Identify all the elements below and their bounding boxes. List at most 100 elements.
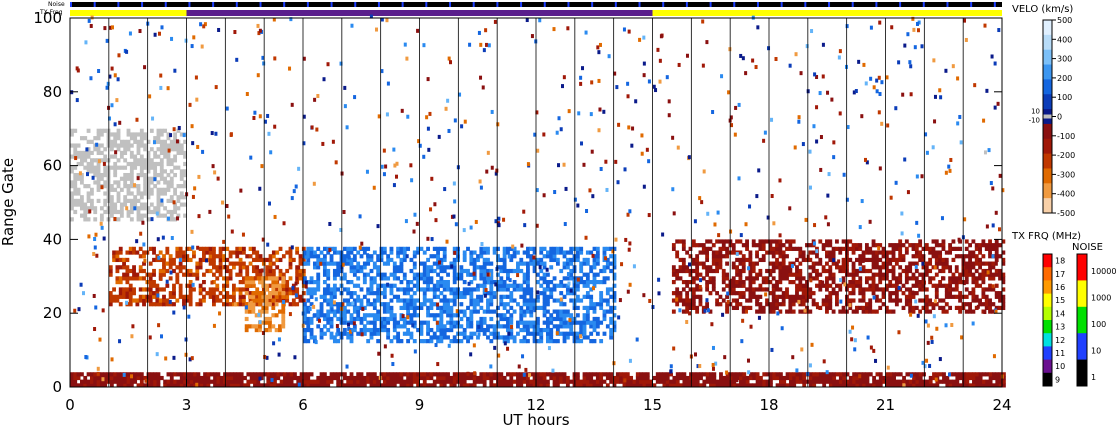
velocity-cell	[948, 383, 953, 388]
velocity-cell	[685, 291, 690, 296]
velocity-cell	[168, 276, 173, 281]
velocity-cell	[126, 198, 131, 203]
velocity-cell	[153, 161, 158, 167]
noise-bar-tick	[543, 2, 546, 7]
velocity-cell	[295, 302, 300, 307]
velocity-cell	[225, 106, 229, 111]
velocity-cell	[677, 62, 681, 67]
velocity-cell	[688, 311, 692, 316]
velocity-cell	[139, 202, 144, 207]
velocity-cell	[119, 143, 124, 148]
velocity-cell	[881, 261, 886, 266]
velocity-cell	[446, 335, 450, 340]
velocity-cell	[559, 375, 564, 381]
velocity-cell	[422, 250, 427, 255]
velocity-cell	[258, 294, 262, 299]
velocity-cell	[241, 302, 246, 307]
velocity-cell	[442, 254, 447, 259]
velocity-cell	[462, 309, 467, 314]
velocity-cell	[214, 131, 218, 136]
velocity-cell	[258, 324, 262, 329]
velocity-cell	[222, 287, 226, 292]
velocity-cell	[971, 298, 976, 303]
velocity-cell	[864, 246, 869, 251]
velocity-cell	[585, 257, 590, 263]
velocity-cell	[403, 42, 407, 47]
velocity-cell	[306, 372, 311, 377]
velocity-cell	[675, 291, 680, 296]
velocity-cell	[585, 383, 590, 388]
velocity-cell	[732, 379, 737, 384]
velocity-cell	[595, 272, 600, 277]
velocity-cell	[539, 257, 544, 263]
velocity-cell	[768, 261, 773, 266]
velocity-cell	[149, 158, 154, 163]
velocity-cell	[426, 339, 430, 344]
velocity-cell	[798, 375, 803, 381]
velocity-cell	[542, 291, 547, 296]
velocity-cell	[933, 265, 937, 270]
velocity-cell	[329, 375, 334, 381]
velocity-cell	[281, 276, 286, 281]
velocity-cell	[864, 243, 869, 248]
velocity-cell	[163, 180, 168, 185]
velocity-cell	[681, 257, 686, 263]
velocity-cell	[239, 375, 244, 381]
velocity-cell	[163, 150, 168, 156]
velocity-cell	[991, 302, 996, 307]
velocity-cell	[476, 309, 480, 314]
velocity-cell	[163, 143, 168, 148]
velocity-cell	[366, 327, 371, 333]
velocity-cell	[143, 180, 148, 185]
velocity-cell	[599, 302, 604, 307]
velocity-cell	[805, 257, 809, 263]
velocity-cell	[623, 378, 627, 383]
velocity-cell	[452, 294, 457, 299]
velocity-cell	[512, 298, 517, 303]
velocity-cell	[908, 265, 913, 270]
velocity-cell	[958, 298, 963, 303]
velocity-cell	[812, 124, 816, 129]
velocity-cell	[366, 261, 371, 266]
velocity-cell	[183, 169, 187, 174]
velocity-cell	[342, 313, 347, 318]
velocity-cell	[698, 250, 703, 255]
velocity-cell	[172, 302, 176, 307]
velocity-cell	[148, 283, 153, 288]
velocity-cell	[173, 154, 178, 159]
velocity-cell	[258, 276, 262, 281]
velocity-cell	[529, 372, 534, 377]
velocity-cell	[83, 136, 88, 141]
velocity-cell	[419, 302, 424, 307]
velocity-cell	[113, 217, 117, 222]
velocity-cell	[931, 302, 936, 307]
velocity-cell	[429, 279, 434, 285]
velocity-cell	[731, 250, 736, 255]
velocity-cell	[914, 250, 919, 255]
velocity-cell	[506, 268, 510, 274]
velocity-cell	[277, 337, 281, 342]
velocity-cell	[788, 63, 792, 68]
velocity-cell	[183, 202, 187, 207]
velocity-cell	[509, 254, 514, 259]
velocity-cell	[162, 272, 166, 277]
velocity-cell	[119, 383, 124, 388]
velocity-cell	[792, 379, 797, 384]
velocity-cell	[326, 261, 331, 266]
velocity-cell	[93, 372, 98, 377]
velocity-cell	[874, 294, 879, 299]
velocity-cell	[342, 375, 347, 381]
velocity-cell	[878, 287, 883, 292]
velocity-cell	[775, 305, 779, 311]
velocity-cell	[854, 279, 859, 285]
velocity-cell	[119, 379, 124, 384]
velocity-cell	[715, 239, 720, 244]
velocity-cell	[839, 278, 843, 283]
velocity-cell	[579, 298, 584, 303]
velocity-cell	[675, 250, 680, 255]
velocity-cell	[938, 268, 943, 274]
velocity-cell	[635, 379, 640, 384]
velocity-cell	[984, 272, 989, 277]
velocity-cell	[821, 302, 826, 307]
velocity-cell	[825, 379, 830, 384]
